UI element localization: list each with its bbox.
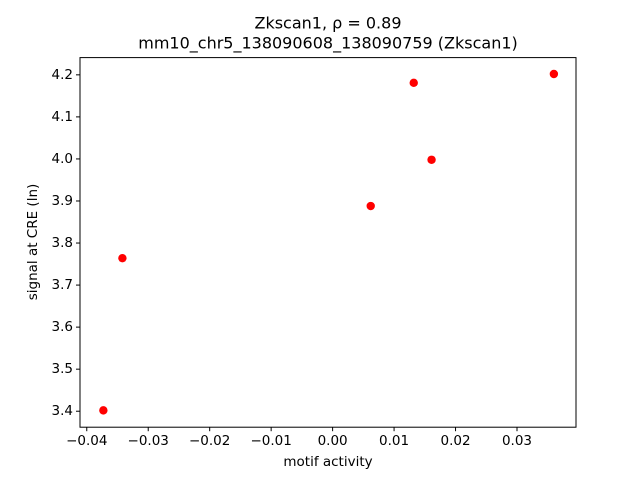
y-tick-label: 3.5 xyxy=(52,361,73,377)
y-tick-label: 3.6 xyxy=(52,319,73,335)
point xyxy=(366,201,375,211)
x-tick-label: 0.03 xyxy=(502,433,532,449)
x-tick-label: −0.04 xyxy=(66,433,107,449)
point xyxy=(118,253,127,263)
x-tick-label: 0.00 xyxy=(318,433,348,449)
y-tick-label: 4.0 xyxy=(52,151,73,167)
x-tick-label: 0.02 xyxy=(441,433,471,449)
chart-title: Zkscan1, ρ = 0.89 xyxy=(254,14,401,33)
plot-frame xyxy=(79,57,577,428)
point xyxy=(99,406,108,415)
point xyxy=(549,69,559,79)
point xyxy=(409,78,418,88)
y-tick-label: 3.4 xyxy=(52,403,73,419)
x-tick-label: −0.03 xyxy=(128,433,169,449)
y-axis-label: signal at CRE (ln) xyxy=(25,184,41,301)
y-tick-label: 3.9 xyxy=(52,193,73,209)
x-tick-label: −0.02 xyxy=(189,433,230,449)
y-tick-label: 4.2 xyxy=(52,67,73,83)
x-tick-label: −0.01 xyxy=(250,433,291,449)
x-tick-label: 0.01 xyxy=(379,433,409,449)
y-tick-label: 3.7 xyxy=(52,277,73,293)
point xyxy=(427,155,436,164)
y-tick-label: 4.1 xyxy=(52,109,73,125)
x-axis-label: motif activity xyxy=(283,454,372,470)
y-tick-label: 3.8 xyxy=(52,235,73,251)
chart-subtitle: mm10_chr5_138090608_138090759 (Zkscan1) xyxy=(138,34,518,54)
